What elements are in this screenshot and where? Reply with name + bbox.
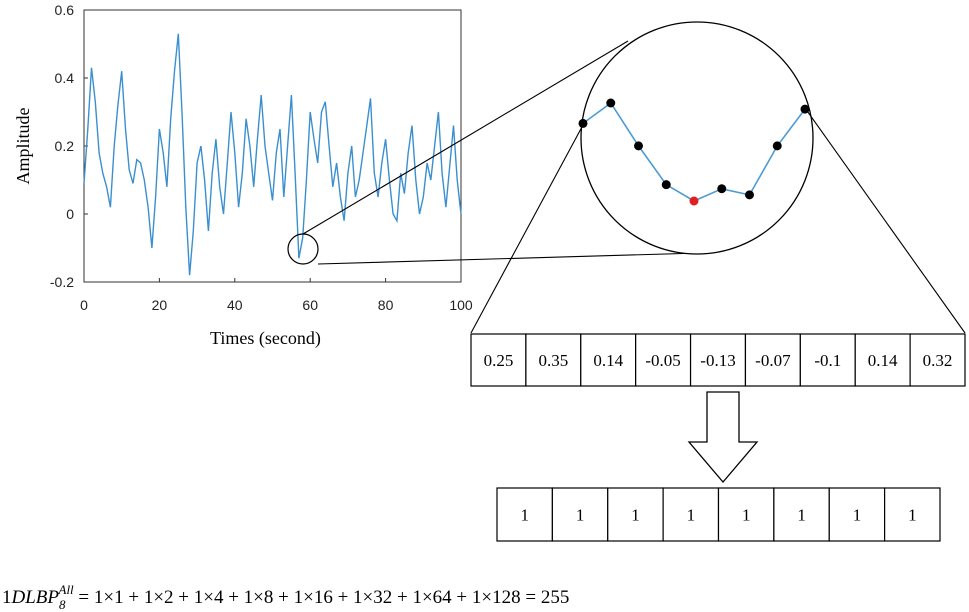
value-cell bbox=[635, 333, 692, 387]
value-text: -0.1 bbox=[814, 351, 841, 370]
plot-frame bbox=[83, 9, 462, 283]
binary-cell bbox=[773, 487, 830, 542]
value-cell bbox=[854, 333, 911, 387]
value-text: 0.14 bbox=[593, 351, 623, 370]
neighbor-sample-point bbox=[661, 180, 671, 190]
binary-cell bbox=[884, 487, 941, 542]
center-value-text: -0.13 bbox=[700, 351, 735, 370]
equation-superscript: All bbox=[58, 582, 75, 597]
zoom-view bbox=[578, 21, 814, 255]
x-tick-label: 100 bbox=[449, 297, 473, 313]
zoom-connectors bbox=[287, 40, 701, 265]
y-tick-label: 0.2 bbox=[55, 138, 75, 154]
signal-series-line bbox=[83, 33, 462, 276]
binary-digit-text: 1 bbox=[742, 506, 751, 525]
value-cell bbox=[744, 333, 801, 387]
y-tick-label: -0.2 bbox=[50, 274, 74, 290]
value-text: 0.35 bbox=[538, 351, 568, 370]
value-text: 0.14 bbox=[868, 351, 898, 370]
binary-digit-text: 1 bbox=[797, 506, 806, 525]
value-cell bbox=[799, 333, 856, 387]
binary-cell bbox=[717, 487, 775, 542]
value-text: 0.25 bbox=[484, 351, 514, 370]
y-tick-label: 0.4 bbox=[55, 70, 75, 86]
value-cell bbox=[525, 333, 582, 387]
value-text: -0.07 bbox=[755, 351, 791, 370]
x-tick-label: 80 bbox=[378, 297, 394, 313]
binary-digit-text: 1 bbox=[687, 506, 696, 525]
x-tick-label: 40 bbox=[227, 297, 243, 313]
x-tick-labels: 0 20 40 60 80 100 bbox=[80, 278, 473, 313]
value-text: 0.32 bbox=[923, 351, 953, 370]
binary-digit-text: 1 bbox=[631, 506, 640, 525]
binary-cell bbox=[551, 487, 609, 542]
equation-rhs: = 1×1 + 1×2 + 1×4 + 1×8 + 1×16 + 1×32 + … bbox=[74, 587, 570, 608]
center-sample-point bbox=[689, 196, 699, 206]
equation-text: 1DLBP8All = 1×1 + 1×2 + 1×4 + 1×8 + 1×16… bbox=[2, 582, 569, 612]
equation-subscript: 8 bbox=[59, 597, 66, 612]
zoom-sample-points bbox=[578, 98, 810, 206]
neighbor-sample-point bbox=[745, 190, 754, 200]
value-text: -0.05 bbox=[645, 351, 680, 370]
binary-cell bbox=[828, 487, 886, 542]
neighbor-sample-point bbox=[772, 141, 782, 151]
y-axis-label: Amplitude bbox=[13, 107, 33, 184]
zoom-circle bbox=[580, 21, 814, 255]
binary-cell bbox=[607, 487, 664, 542]
value-cell bbox=[909, 333, 966, 387]
equation-name: DLBP bbox=[11, 587, 60, 608]
value-cell bbox=[689, 333, 747, 387]
neighbor-sample-point bbox=[606, 98, 616, 108]
x-tick-label: 0 bbox=[80, 297, 88, 313]
y-tick-label: 0.6 bbox=[55, 2, 75, 18]
down-arrow-icon bbox=[687, 391, 759, 484]
left-projection-line bbox=[470, 124, 584, 334]
zoom-to-table-lines bbox=[470, 107, 966, 334]
binary-cell bbox=[496, 487, 553, 542]
equation-prefix: 1 bbox=[2, 587, 12, 608]
binary-digit-text: 1 bbox=[853, 506, 862, 525]
x-tick-label: 60 bbox=[302, 297, 318, 313]
y-tick-label: 0 bbox=[66, 206, 74, 222]
value-cell bbox=[470, 333, 527, 387]
x-axis-label: Times (second) bbox=[210, 328, 321, 349]
value-cell bbox=[580, 333, 637, 387]
sample-values-row: 0.25 0.35 0.14 -0.05 -0.13 -0.07 -0.1 0.14 0.32 bbox=[470, 333, 966, 387]
signal-plot: 0.6 0.4 0.2 0 -0.2 0 20 40 60 80 100 Times (secon… bbox=[13, 2, 473, 349]
binary-digit-text: 1 bbox=[520, 506, 529, 525]
connector-line-bottom bbox=[317, 252, 701, 265]
neighbor-sample-point bbox=[578, 118, 588, 128]
equation: 1DLBP8All = 1×1 + 1×2 + 1×4 + 1×8 + 1×16… bbox=[2, 582, 569, 612]
neighbor-sample-point bbox=[717, 184, 727, 194]
x-tick-label: 20 bbox=[152, 297, 168, 313]
neighbor-sample-point bbox=[634, 141, 643, 151]
right-projection-line bbox=[804, 107, 966, 334]
binary-code-row: 1 1 1 1 1 1 1 1 bbox=[496, 487, 941, 542]
connector-line-top bbox=[302, 40, 629, 235]
y-tick-labels: 0.6 0.4 0.2 0 -0.2 bbox=[50, 2, 88, 290]
binary-digit-text: 1 bbox=[576, 506, 585, 525]
binary-digit-text: 1 bbox=[908, 506, 917, 525]
